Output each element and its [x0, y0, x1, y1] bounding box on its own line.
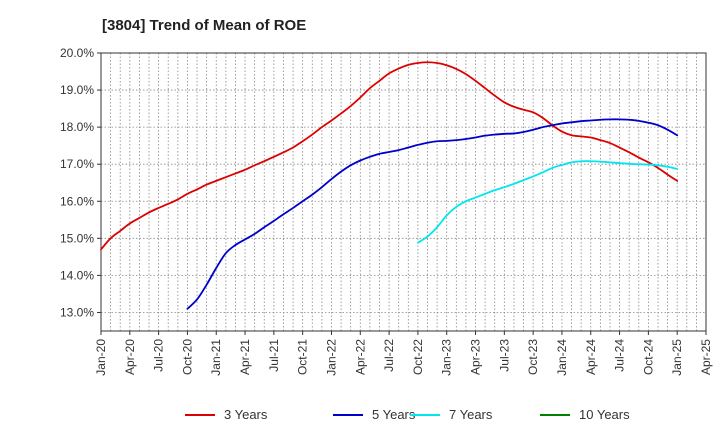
x-tick-label: Oct-20	[180, 339, 194, 375]
x-tick-label: Oct-23	[526, 339, 540, 375]
x-tick-label: Oct-21	[296, 339, 310, 375]
x-tick-label: Apr-22	[353, 339, 367, 375]
plot-area-frame	[100, 52, 707, 332]
x-tick-label: Jan-25	[670, 339, 684, 376]
x-tick-label: Jul-21	[267, 339, 281, 372]
legend-label-10-years: 10 Years	[579, 407, 630, 422]
x-tick-label: Jul-24	[613, 339, 627, 372]
x-tick-label: Jul-23	[497, 339, 511, 372]
y-tick-label: 20.0%	[60, 46, 94, 60]
y-tick-label: 17.0%	[60, 157, 94, 171]
series-line-5-years	[186, 118, 679, 310]
x-tick-label: Apr-20	[123, 339, 137, 375]
legend-label-5-years: 5 Years	[372, 407, 416, 422]
x-tick-label: Jul-22	[382, 339, 396, 372]
grid	[101, 52, 706, 331]
y-axis: 13.0% 14.0% 15.0% 16.0% 17.0% 18.0% 19.0% 20.0%	[60, 46, 101, 319]
y-tick-label: 16.0%	[60, 194, 94, 208]
legend-label-7-years: 7 Years	[449, 407, 493, 422]
series-line-3-years	[100, 61, 679, 251]
x-tick-label: Apr-21	[238, 339, 252, 375]
x-tick-label: Oct-24	[641, 339, 655, 375]
legend-label-3-years: 3 Years	[224, 407, 268, 422]
x-axis: Jan-20 Apr-20 Jul-20 Oct-20 Jan-21 Apr-21 Jul-…	[94, 331, 713, 376]
x-tick-label: Apr-24	[584, 339, 598, 375]
x-tick-label: Jan-24	[555, 339, 569, 376]
x-tick-label: Oct-22	[411, 339, 425, 375]
series-lines	[100, 61, 679, 310]
x-tick-label: Apr-23	[469, 339, 483, 375]
x-tick-label: Jan-23	[440, 339, 454, 376]
x-tick-label: Jan-20	[94, 339, 108, 376]
x-tick-label: Jan-21	[209, 339, 223, 376]
y-tick-label: 14.0%	[60, 268, 94, 282]
y-tick-label: 15.0%	[60, 231, 94, 245]
y-tick-label: 18.0%	[60, 120, 94, 134]
x-tick-label: Jul-20	[152, 339, 166, 372]
series-line-7-years	[417, 160, 679, 244]
x-tick-label: Jan-22	[324, 339, 338, 376]
chart-title: [3804] Trend of Mean of ROE	[102, 17, 306, 34]
y-tick-label: 13.0%	[60, 305, 94, 319]
y-tick-label: 19.0%	[60, 83, 94, 97]
legend: 3 Years 5 Years 7 Years 10 Years	[185, 407, 630, 422]
x-tick-label: Apr-25	[699, 339, 713, 375]
